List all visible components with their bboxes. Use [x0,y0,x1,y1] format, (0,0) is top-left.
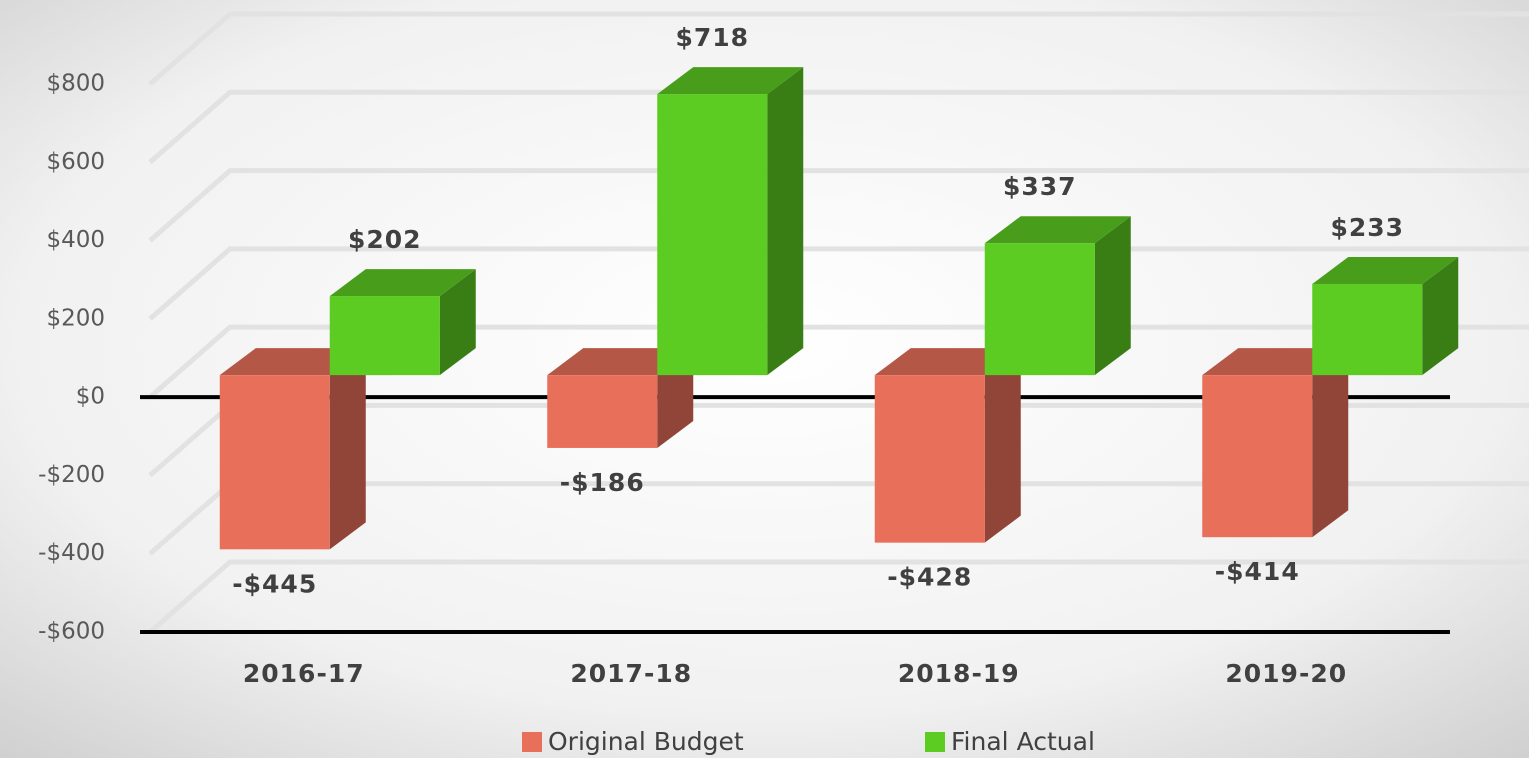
value-label: -$186 [560,468,645,497]
y-tick-label: -$200 [38,462,105,488]
value-label: $718 [675,23,749,52]
legend-swatch [925,732,945,752]
bar [329,296,440,376]
bar-top [657,67,804,95]
bar [219,375,330,550]
bar-top [547,348,694,376]
x-tick-label: 2016-17 [243,659,365,688]
grid-line [148,168,1529,243]
bar-3d [984,216,1131,376]
value-label: $202 [348,225,422,254]
value-label: -$428 [887,563,972,592]
bar-3d [329,269,476,376]
bar-top [329,269,476,297]
bar [984,243,1095,376]
bar-top [219,348,366,376]
y-tick-label: $600 [46,149,105,175]
bar-3d [1202,348,1349,538]
y-tick-label: $200 [46,305,105,331]
bar [874,375,985,543]
bar-top [1202,348,1349,376]
y-tick-label: $800 [46,71,105,97]
bar-side [767,67,804,376]
grid-line [148,89,1529,165]
bar-3d [874,348,1021,543]
bar-top [984,216,1131,244]
legend-label: Final Actual [951,727,1095,756]
bar-top [874,348,1021,376]
legend-label: Original Budget [548,727,744,756]
bar-3d [219,348,366,550]
value-label: -$445 [232,569,317,598]
value-label: $233 [1330,213,1404,242]
grid-line [148,559,1529,634]
value-label: -$414 [1215,557,1300,586]
x-tick-label: 2018-19 [898,659,1020,688]
y-tick-label: -$400 [38,540,105,566]
bar [547,375,658,448]
bar-side [1094,216,1131,376]
bar [1202,375,1313,538]
bar [1312,283,1423,376]
bar-side [1312,348,1349,538]
bar-3d [657,67,804,376]
x-tick-label: 2017-18 [570,659,692,688]
value-label: $337 [1003,172,1077,201]
bar-3d [547,348,694,448]
bar-side [329,348,366,550]
bar-side [439,269,476,376]
legend-swatch [522,732,542,752]
y-tick-label: -$600 [38,619,105,645]
bar-top [1312,256,1459,284]
x-tick-label: 2019-20 [1225,659,1347,688]
y-tick-label: $0 [76,384,105,410]
bar [657,94,768,376]
grid-line [148,11,1529,86]
bar-side [984,348,1021,543]
bar-3d [1312,256,1459,376]
y-tick-label: $400 [46,227,105,253]
bar-side [1422,256,1459,376]
